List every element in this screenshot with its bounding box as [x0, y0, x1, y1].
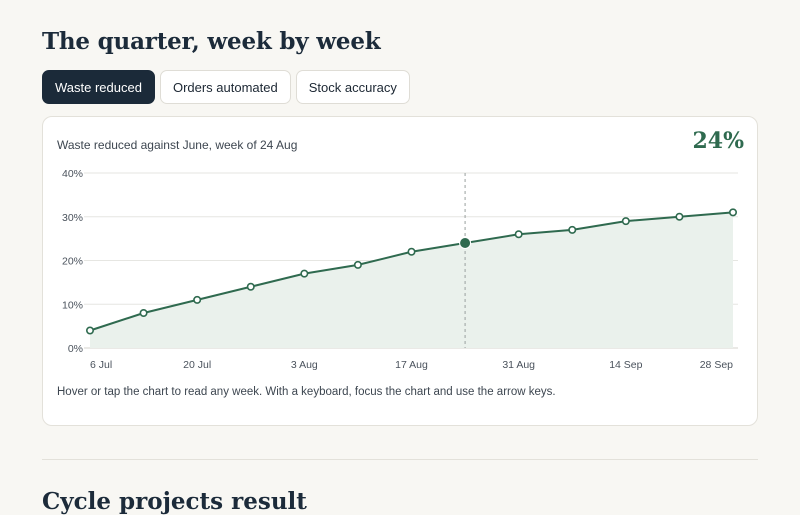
chart-card: Waste reduced against June, week of 24 A… [42, 116, 758, 426]
next-section-title: Cycle projects result [42, 488, 307, 515]
y-tick-label: 30% [62, 212, 83, 224]
data-point [193, 295, 202, 304]
data-point [139, 309, 148, 318]
x-tick-label: 20 Jul [183, 359, 211, 371]
x-tick-label: 28 Sep [700, 359, 733, 371]
chart-caption: Waste reduced against June, week of 24 A… [57, 138, 298, 152]
tab-orders-automated[interactable]: Orders automated [159, 70, 291, 104]
x-tick-label: 31 Aug [502, 359, 535, 371]
data-point [85, 326, 94, 335]
highlighted-data-point [459, 237, 472, 249]
metric-tabs: Waste reduced Orders automated Stock acc… [42, 70, 410, 104]
tab-waste-reduced[interactable]: Waste reduced [42, 70, 155, 104]
data-point [621, 217, 630, 226]
x-tick-label: 17 Aug [395, 359, 428, 371]
data-point [246, 282, 255, 291]
data-point [407, 247, 416, 256]
data-point [675, 212, 684, 221]
data-point [728, 208, 737, 217]
y-tick-label: 10% [62, 299, 83, 311]
section-divider [42, 459, 758, 460]
data-point [568, 225, 577, 234]
x-tick-label: 14 Sep [609, 359, 642, 371]
data-point [353, 260, 362, 269]
y-tick-label: 40% [62, 168, 83, 180]
chart-hint: Hover or tap the chart to read any week.… [57, 386, 556, 398]
x-tick-label: 6 Jul [90, 359, 112, 371]
data-point [300, 269, 309, 278]
y-tick-label: 0% [68, 343, 83, 355]
series-area [90, 212, 733, 348]
tab-stock-accuracy[interactable]: Stock accuracy [295, 70, 410, 104]
line-chart[interactable]: 0% 10% 20% 30% 40% 6 Jul 20 Jul 3 Aug 17 Aug 31 A… [43, 117, 759, 387]
data-point [514, 230, 523, 239]
page-title: The quarter, week by week [42, 28, 381, 55]
y-tick-label: 20% [62, 256, 83, 268]
selected-value: 24% [692, 128, 744, 154]
x-tick-label: 3 Aug [291, 359, 318, 371]
